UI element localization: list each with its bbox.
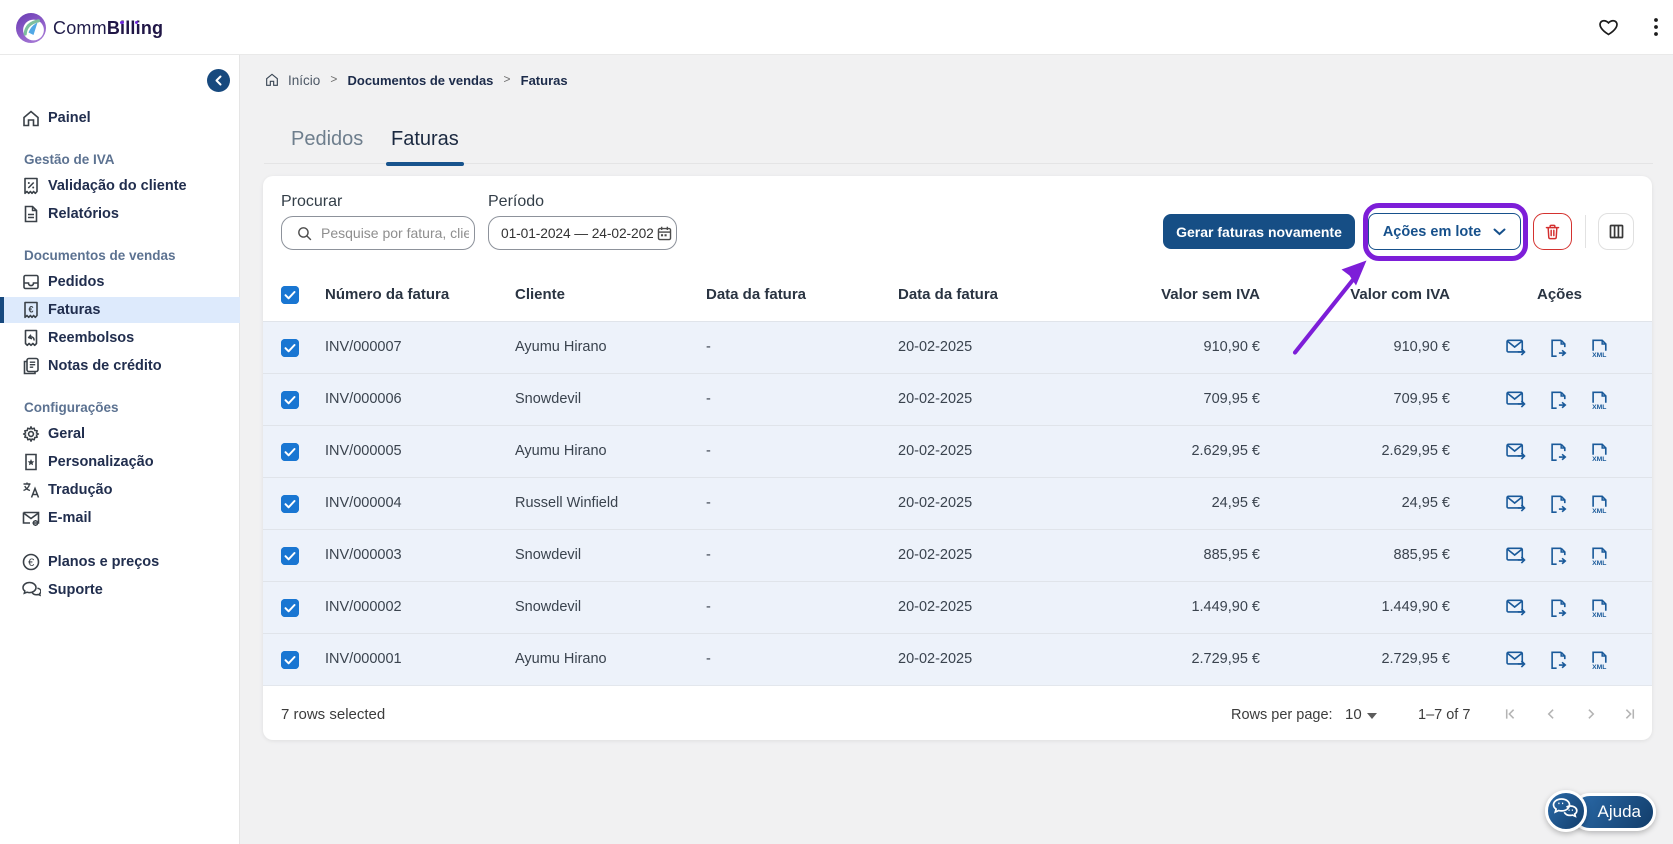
svg-text:XML: XML (1592, 664, 1606, 670)
svg-text:XML: XML (1592, 560, 1606, 566)
svg-text:€: € (28, 305, 33, 315)
svg-text:€: € (28, 557, 34, 569)
svg-text:XML: XML (1592, 508, 1606, 514)
svg-text:XML: XML (1592, 456, 1606, 462)
svg-text:XML: XML (1592, 352, 1606, 358)
svg-text:XML: XML (1592, 404, 1606, 410)
svg-text:XML: XML (1592, 612, 1606, 618)
